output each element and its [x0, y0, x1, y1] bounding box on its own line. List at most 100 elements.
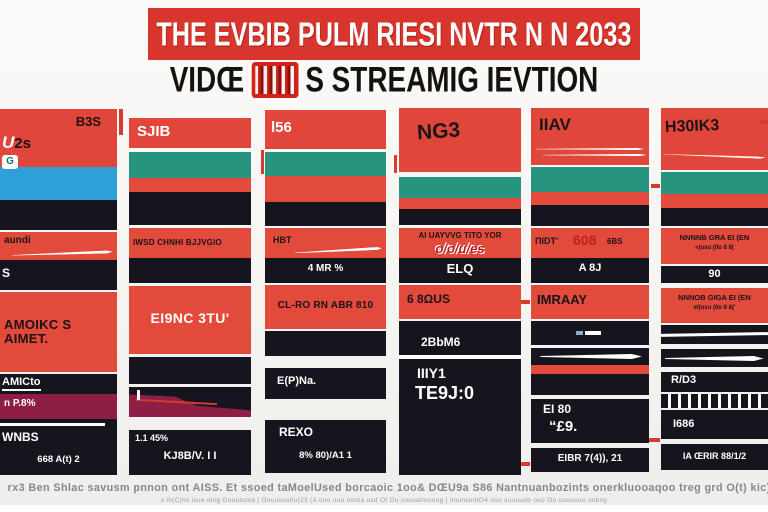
column-3: l56 HBT 4 MR % CL-RO RN ABR 810 E(P)Na. …	[265, 0, 386, 512]
c6-header: H30IK3	[664, 117, 720, 136]
c5-dark-band-1	[531, 205, 649, 226]
c1-dark-band-1	[0, 200, 117, 230]
c5-header-line-2	[542, 154, 647, 156]
c6-dark-band-5: R/D3	[661, 372, 768, 392]
c3-big-red-block: CL-RO RN ABR 810	[265, 285, 386, 329]
c6-stat-bottom: IA ŒRIR 88/1/2	[682, 451, 747, 461]
c4-header-band: NG3	[399, 108, 521, 172]
c6-header-line	[663, 153, 766, 159]
c1-stat-maroon: n P.8%	[4, 398, 36, 409]
c4-white-line	[399, 355, 521, 359]
c3-swoosh	[295, 247, 382, 255]
c4-dark-band-2: ELQ	[399, 258, 521, 283]
c6-striped-band	[661, 394, 768, 408]
c1-stats-block: AMICto n P.8% WNBS 668 A(t) 2	[0, 374, 117, 475]
c1-header-mid: U2s	[2, 133, 31, 153]
c1-header-band: B3S U2s G	[0, 109, 117, 169]
c2-block-text: EI9NC 3TU'	[150, 310, 230, 326]
c2-area-chart	[129, 387, 251, 417]
red-tick-1	[119, 109, 123, 135]
c2-stat-bottom: KJ8B/V. I I	[163, 450, 217, 462]
subtitle-row: VIDŒ S STREAMIG IEVTION	[38, 59, 729, 100]
c3-stat-2: REXO	[279, 425, 314, 439]
c3-band-red-text: HBT	[273, 235, 292, 245]
subtitle-right: S STREAMIG IEVTION	[305, 59, 599, 100]
c5-stat-2: “£9.	[549, 418, 578, 435]
c6-dark-band-6: I686	[661, 410, 768, 439]
c5-band-red-pre: ΠIDT'	[535, 236, 559, 246]
c4-teal-band	[399, 177, 521, 198]
c3-red-band-1: HBT	[265, 228, 386, 258]
c1-stat-underline: AMICto	[2, 376, 41, 391]
c1-block-text: AMOIKC S AIMET.	[4, 317, 72, 346]
c4-stat-2: IIIY1	[417, 365, 446, 381]
c6-stat-2: I686	[673, 418, 695, 430]
c1-dark-band-2: S	[0, 260, 117, 290]
c6-arrow-line	[665, 356, 764, 361]
c6-teal-band	[661, 172, 768, 194]
c2-dark-band-1	[129, 192, 251, 225]
c5-header-line-1	[535, 148, 645, 150]
c3-header: l56	[271, 119, 292, 136]
c5-band-red-post: 6BS	[607, 237, 623, 246]
footer-caption-line2: s ih(C)ns isue onig Goouluota | Oouusou0…	[160, 497, 608, 504]
column-4: NG3 AI UAYVVG TITO YOR o/o/u/es ELQ 6 8Ω…	[399, 0, 521, 512]
c5-stats-block: EI 80 “£9.	[531, 399, 649, 443]
c2-stat-small: 1.1 45%	[135, 433, 169, 443]
c1-red-band-1: aundi	[0, 232, 117, 260]
c4-band-dark-text: ELQ	[446, 261, 474, 276]
c5-red-strip-2	[531, 365, 649, 374]
c5-stat-1: EI 80	[543, 402, 572, 416]
c5-teal-band	[531, 167, 649, 192]
c4-stat-1: 2BbM6	[421, 335, 461, 349]
title-banner: THE EVBIB PULM RIESI NVTR N N 2033	[148, 8, 640, 60]
c2-tick-mark	[137, 390, 140, 400]
c3-stats-block: REXO 8% 80)/A1 1	[265, 420, 386, 473]
c2-red-band-1: IWSD CHNHI BJJVGIO	[129, 228, 251, 258]
c1-big-red-block: AMOIKC S AIMET.	[0, 292, 117, 372]
c4-red-strip	[399, 198, 521, 209]
c6-header-band: H30IK3	[661, 108, 768, 170]
c6-dark-band-1	[661, 208, 768, 226]
c6-red-band-2: NNNOB GIGA EI (EN el(usu (0o 8 8('	[661, 288, 768, 323]
c5-blue-tick	[575, 331, 583, 335]
c3-dark-band-2: 4 MR %	[265, 258, 386, 283]
c4-block-text: 6 8ΩUS	[407, 292, 450, 306]
netflix-stripes-icon	[251, 62, 299, 98]
c5-bottom-block: EIBR 7(4)), 21	[531, 448, 649, 472]
c5-header-band: IIAV	[531, 108, 649, 165]
c4-red-band-1: AI UAYVVG TITO YOR o/o/u/es	[399, 228, 521, 258]
c5-dark-band-4	[531, 348, 649, 365]
c2-stats-block: 1.1 45% KJ8B/V. I I	[129, 430, 251, 475]
c2-teal-band	[129, 152, 251, 178]
c1-badge: G	[2, 155, 18, 169]
c3-teal-band	[265, 152, 386, 176]
subtitle-left: VIDŒ	[169, 59, 245, 100]
c3-stat-bottom: 8% 80)/A1 1	[299, 450, 352, 461]
c5-dark-band-2: A 8J	[531, 258, 649, 283]
c2-dark-band-3	[129, 357, 251, 384]
c1-band-red-text: aundi	[4, 235, 31, 246]
c6-bottom-block: IA ŒRIR 88/1/2	[661, 444, 768, 470]
c4-band-red-line1: AI UAYVVG TITO YOR	[418, 231, 502, 240]
column-2: SJIB IWSD CHNHI BJJVGIO EI9NC 3TU' 1.1 4…	[129, 0, 251, 512]
red-tick-4	[521, 300, 530, 304]
c3-dark-band-3	[265, 331, 386, 356]
c3-dark-band-4: E(P)Na.	[265, 368, 386, 399]
c3-stat-1: E(P)Na.	[277, 375, 317, 387]
c5-dark-band-5	[531, 374, 649, 395]
c6-dark-band-3	[660, 325, 768, 344]
c5-arrow-line	[540, 354, 642, 359]
c6-block-line2: el(usu (0o 8 8('	[693, 305, 736, 311]
c1-header-mid-b: 2s	[14, 135, 31, 152]
red-tick-2	[261, 150, 264, 174]
bottom-white-strip	[0, 505, 768, 512]
c3-band-dark-text: 4 MR %	[307, 263, 344, 274]
column-5: IIAV ΠIDT' 608 6BS A 8J IMRAAY EI 80 “	[531, 0, 649, 512]
c6-band-dark-text: 90	[708, 268, 721, 280]
c2-header-band: SJIB	[129, 118, 251, 148]
c5-dark-band-3	[531, 321, 649, 345]
c6-red-strip	[661, 194, 768, 208]
c2-big-red-block: EI9NC 3TU'	[129, 286, 251, 354]
c5-block-text: IMRAAY	[537, 292, 588, 307]
